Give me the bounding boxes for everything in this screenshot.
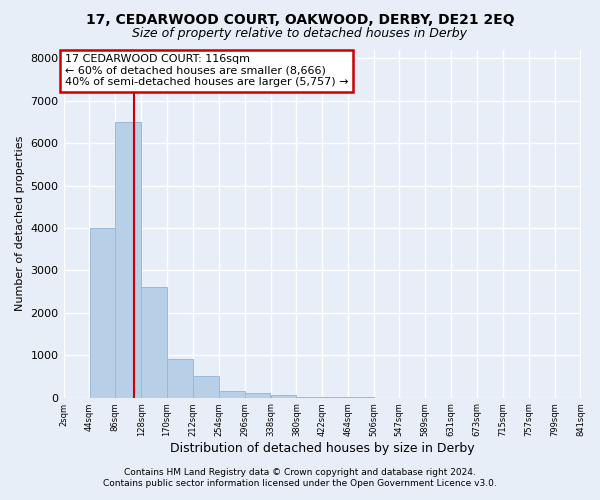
Y-axis label: Number of detached properties: Number of detached properties [15, 136, 25, 312]
Text: 17 CEDARWOOD COURT: 116sqm
← 60% of detached houses are smaller (8,666)
40% of s: 17 CEDARWOOD COURT: 116sqm ← 60% of deta… [65, 54, 348, 88]
Bar [219, 391, 245, 398]
X-axis label: Distribution of detached houses by size in Derby: Distribution of detached houses by size … [170, 442, 475, 455]
Bar [167, 360, 193, 398]
Bar [271, 396, 296, 398]
Bar [142, 288, 167, 398]
Bar [193, 376, 218, 398]
Text: 17, CEDARWOOD COURT, OAKWOOD, DERBY, DE21 2EQ: 17, CEDARWOOD COURT, OAKWOOD, DERBY, DE2… [86, 12, 514, 26]
Bar [89, 228, 115, 398]
Text: Contains HM Land Registry data © Crown copyright and database right 2024.
Contai: Contains HM Land Registry data © Crown c… [103, 468, 497, 487]
Text: Size of property relative to detached houses in Derby: Size of property relative to detached ho… [133, 28, 467, 40]
Bar [115, 122, 141, 398]
Bar [245, 394, 271, 398]
